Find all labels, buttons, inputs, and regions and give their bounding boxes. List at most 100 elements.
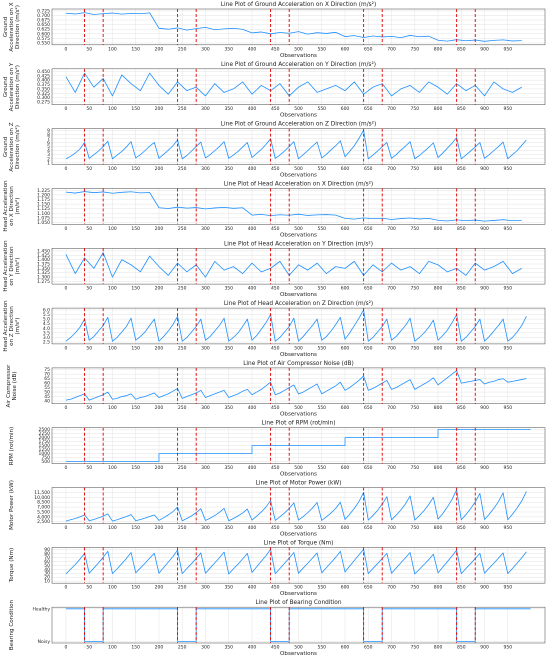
- x-tick-label: 550: [317, 345, 326, 351]
- y-axis-label: Ground Acceleration on Y Direction (m/s²…: [2, 62, 22, 112]
- x-tick-label: 350: [224, 585, 233, 591]
- y-tick-label: 1250: [39, 447, 51, 453]
- y-tick-label: 2500: [39, 427, 51, 433]
- x-tick-label: 300: [201, 465, 210, 471]
- y-tick-label: 10: [44, 579, 50, 585]
- x-tick-label: 450: [271, 525, 280, 531]
- x-tick-label: 450: [271, 46, 280, 52]
- x-tick-label: 450: [271, 106, 280, 112]
- x-tick-label: 750: [410, 525, 419, 531]
- x-tick-label: 250: [178, 226, 187, 232]
- x-tick-label: 850: [457, 106, 466, 112]
- y-axis-label: RPM (rot/min): [8, 426, 15, 465]
- x-tick-label: 850: [457, 166, 466, 172]
- y-axis-label: Head Acceleration on X Direction (m/s²): [2, 180, 22, 232]
- data-line: [65, 429, 531, 463]
- chart-title: Line Plot of RPM (rot/min): [262, 421, 336, 427]
- y-tick-label: 11,500: [34, 490, 50, 496]
- y-tick-label: 3.0: [43, 335, 50, 341]
- x-tick-label: 250: [178, 345, 187, 351]
- x-tick-label: 100: [108, 286, 117, 292]
- x-tick-label: 550: [317, 226, 326, 232]
- y-tick-label: 1.075: [37, 215, 50, 221]
- x-tick-label: 850: [457, 405, 466, 411]
- y-tick-label: 1.375: [37, 261, 50, 267]
- y-tick-label: 2.5: [43, 340, 50, 346]
- x-tick-label: 350: [224, 525, 233, 531]
- x-tick-label: 600: [341, 585, 350, 591]
- x-tick-label: 200: [155, 286, 164, 292]
- x-tick-label: 950: [503, 465, 512, 471]
- y-tick-label: 40: [44, 399, 50, 405]
- x-tick-label: 800: [434, 525, 443, 531]
- x-tick-label: 300: [201, 226, 210, 232]
- y-tick-label: 75: [44, 367, 50, 373]
- y-tick-label: 2250: [39, 431, 51, 437]
- y-tick-label: 1.175: [37, 197, 50, 203]
- x-tick-label: 50: [86, 345, 92, 351]
- y-axis-label: Torque (Nm): [8, 548, 15, 583]
- y-tick-label: 1.450: [37, 248, 50, 254]
- x-tick-label: 0: [65, 286, 68, 292]
- x-tick-label: 500: [294, 585, 303, 591]
- chart-title: Line Plot of Ground Acceleration on Z Di…: [221, 121, 377, 128]
- data-line: [65, 12, 522, 42]
- y-tick-label: 2: [47, 156, 50, 162]
- x-tick-label: 300: [201, 166, 210, 172]
- x-tick-label: 0: [65, 645, 68, 651]
- x-tick-label: 700: [387, 345, 396, 351]
- y-tick-label: 5,500: [37, 509, 50, 515]
- y-tick-label: 1.050: [37, 220, 50, 226]
- x-tick-label: 550: [317, 286, 326, 292]
- x-tick-label: 400: [248, 106, 257, 112]
- chart-title: Line Plot of Head Acceleration on Z Dire…: [224, 300, 373, 307]
- x-tick-label: 650: [364, 405, 373, 411]
- y-tick-label: 0.550: [37, 40, 50, 46]
- x-tick-label: 550: [317, 645, 326, 651]
- y-tick-label: 6.0: [43, 307, 50, 313]
- x-tick-label: 600: [341, 645, 350, 651]
- y-tick-label: 1: [47, 160, 50, 166]
- x-axis-label: Observations: [280, 472, 317, 478]
- x-tick-label: 250: [178, 106, 187, 112]
- plot-frame: [51, 68, 546, 105]
- plot-frame: [51, 606, 546, 644]
- x-tick-label: 200: [155, 585, 164, 591]
- x-tick-label: 700: [387, 286, 396, 292]
- x-tick-label: 650: [364, 645, 373, 651]
- y-tick-label: 40: [44, 567, 50, 573]
- x-tick-label: 50: [86, 46, 92, 52]
- x-tick-label: 200: [155, 465, 164, 471]
- y-tick-label: 4,000: [37, 514, 50, 520]
- x-tick-label: 850: [457, 226, 466, 232]
- data-line: [65, 191, 522, 222]
- x-tick-label: 200: [155, 525, 164, 531]
- x-tick-label: 200: [155, 106, 164, 112]
- y-axis-label: Bearing Condition: [8, 600, 15, 651]
- chart-title: Line Plot of Ground Acceleration on Y Di…: [221, 61, 376, 68]
- y-tick-label: 1.325: [37, 270, 50, 276]
- y-axis-label: Head Acceleration on Y Direction (m/s²): [2, 240, 22, 292]
- x-tick-label: 150: [131, 106, 140, 112]
- data-line: [65, 252, 522, 278]
- y-axis-label: Ground Acceleration on Z Direction (m/s²…: [2, 121, 22, 172]
- x-tick-label: 300: [201, 286, 210, 292]
- chart-title: Line Plot of Bearing Condition: [255, 600, 341, 606]
- x-tick-label: 700: [387, 405, 396, 411]
- x-axis-label: Observations: [280, 591, 317, 597]
- x-tick-label: 400: [248, 46, 257, 52]
- y-tick-label: 2000: [39, 435, 51, 441]
- x-tick-label: 500: [294, 106, 303, 112]
- x-tick-label: 100: [108, 525, 117, 531]
- x-tick-label: 700: [387, 226, 396, 232]
- x-tick-label: 250: [178, 585, 187, 591]
- data-line: [65, 370, 527, 401]
- x-tick-label: 900: [480, 345, 489, 351]
- data-line: [65, 129, 527, 160]
- chart-title: Line Plot of Motor Power (kW): [256, 481, 342, 487]
- x-tick-label: 600: [341, 286, 350, 292]
- x-tick-label: 350: [224, 465, 233, 471]
- y-tick-label: 0.375: [37, 82, 50, 88]
- y-tick-label: 1750: [39, 439, 51, 445]
- x-tick-label: 700: [387, 525, 396, 531]
